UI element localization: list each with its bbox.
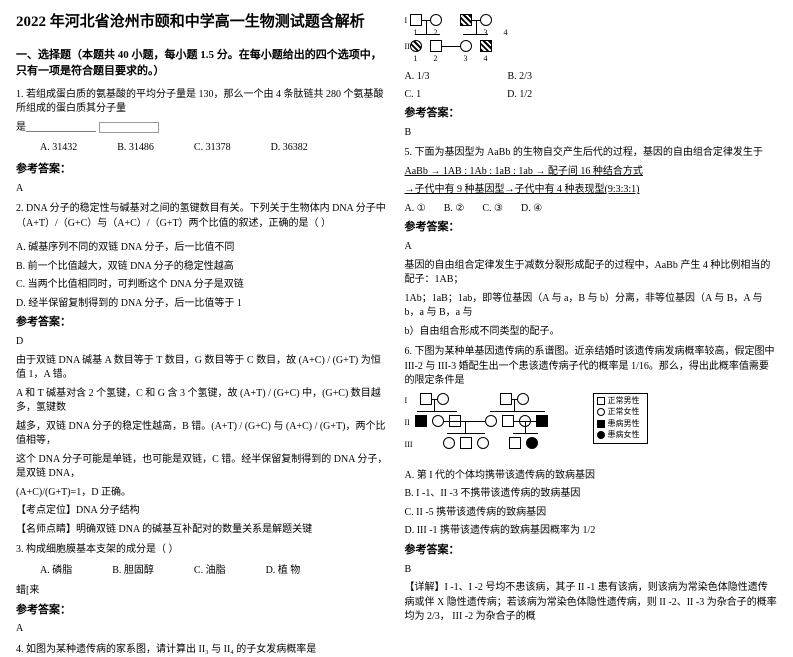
ref-6: 参考答案： (405, 543, 778, 559)
pedigree-q6: I II III (405, 393, 585, 463)
left-column: 2022 年河北省沧州市颐和中学高一生物测试题含解析 一、选择题（本题共 40 … (0, 0, 397, 561)
ref-1: 参考答案： (16, 162, 389, 178)
q5-opts: A. ① B. ② C. ③ D. ④ (405, 202, 778, 217)
exp2a: 由于双链 DNA 碱基 A 数目等于 T 数目，G 数目等于 C 数目，故 (A… (16, 354, 389, 383)
q2-c: C. 当两个比值相同时，可判断这个 DNA 分子是双链 (16, 278, 389, 293)
ref-4: 参考答案： (405, 106, 778, 122)
q3-options: A. 磷脂 B. 胆固醇 C. 油脂 D. 植 物 (40, 564, 389, 579)
ans5: A (405, 240, 778, 255)
q3-opt-c: C. 油脂 (194, 564, 226, 579)
q3-text: 3. 构成细胞膜基本支架的成分是（ ） (16, 543, 389, 558)
q6b: B. I -1、II -3 不携带该遗传病的致病基因 (405, 487, 778, 502)
pedigree-q6-wrap: I II III 正常男性 正常女性 患病男性 患病女性 (405, 393, 778, 463)
ans4: B (405, 126, 778, 141)
q3-opt-a: A. 磷脂 (40, 564, 72, 579)
q3-opt-d: D. 植 物 (266, 564, 301, 579)
doc-title: 2022 年河北省沧州市颐和中学高一生物测试题含解析 (16, 12, 389, 34)
q4-opt-c: C. 1 (405, 88, 422, 103)
section-1-head: 一、选择题（本题共 40 小题，每小题 1.5 分。在每小题给出的四个选项中，只… (16, 48, 389, 80)
ref-2: 参考答案： (16, 315, 389, 331)
q5-opt-a: A. ① (405, 202, 426, 217)
q3-tail: 蜡[来 (16, 584, 389, 599)
q6-text: 6. 下图为某种单基因遗传病的系谱图。近亲结婚时该遗传病发病概率较高，假定图中I… (405, 345, 778, 389)
q4: 4. 如图为某种遗传病的家系图，请计算出 II₃ 与 II₄ 的子女发病概率是 (16, 643, 389, 657)
q4-opt-a: A. 1/3 (405, 70, 430, 85)
q1-tail: 是______________ (16, 121, 389, 136)
q5-l1: AaBb → 1AB : 1Ab : 1aB : 1ab → 配子间 16 种结… (405, 165, 778, 180)
exp5a: 基因的自由组合定律发生于减数分裂形成配子的过程中，AaBb 产生 4 种比例相当… (405, 259, 778, 288)
q4-opt-b: B. 2/3 (508, 70, 532, 85)
exp6: 【详解】I -1、I -2 号均不患该病，其子 II -1 患有该病，则该病为常… (405, 581, 778, 625)
q4-opts2: C. 1 D. 1/2 (405, 88, 778, 103)
q1-opt-c: C. 31378 (194, 141, 231, 156)
q1-options: A. 31432 B. 31486 C. 31378 D. 36382 (40, 141, 389, 156)
right-column: I 12 34 II 12 34 A. 1/3 B. 2/3 C. 1 D. 1… (397, 0, 793, 561)
exp2f: 【考点定位】DNA 分子结构 (16, 504, 389, 519)
q2-d: D. 经半保留复制得到的 DNA 分子，后一比值等于 1 (16, 297, 389, 312)
exp2c: 越多，双链 DNA 分子的稳定性越高，B 错。(A+T) / (G+C) 与 (… (16, 420, 389, 449)
exp2g: 【名师点睛】明确双链 DNA 的碱基互补配对的数量关系是解题关键 (16, 523, 389, 538)
q5-l2: →子代中有 9 种基因型→子代中有 4 种表现型(9:3:3:1) (405, 183, 778, 198)
exp2e: (A+C)/(G+T)=1，D 正确。 (16, 486, 389, 501)
exp2b: A 和 T 碱基对含 2 个氢键，C 和 G 含 3 个氢键，故 (A+T) /… (16, 387, 389, 416)
q4-opt-d: D. 1/2 (507, 88, 532, 103)
q4-opts1: A. 1/3 B. 2/3 (405, 70, 778, 85)
leg-nm: 正常男性 (608, 396, 640, 406)
ref-3: 参考答案： (16, 603, 389, 619)
leg-af: 患病女性 (608, 430, 640, 440)
ans3: A (16, 622, 389, 637)
q1-opt-d: D. 36382 (271, 141, 308, 156)
ref-5: 参考答案： (405, 220, 778, 236)
q1-opt-a: A. 31432 (40, 141, 77, 156)
q2-b: B. 前一个比值越大，双链 DNA 分子的稳定性越高 (16, 260, 389, 275)
pedigree-q4: I 12 34 II 12 34 (405, 12, 525, 67)
exp5b: 1Ab；1aB；1ab，即等位基因（A 与 a，B 与 b）分离，非等位基因（A… (405, 292, 778, 321)
leg-am: 患病男性 (608, 419, 640, 429)
q2-a: A. 碱基序列不同的双链 DNA 分子，后一比值不同 (16, 241, 389, 256)
exp2d: 这个 DNA 分子可能是单链，也可能是双链，C 错。经半保留复制得到的 DNA … (16, 453, 389, 482)
q2-text: 2. DNA 分子的稳定性与碱基对之间的氢键数目有关。下列关于生物体内 DNA … (16, 202, 389, 231)
q6c: C. II -5 携带该遗传病的致病基因 (405, 506, 778, 521)
ans2: D (16, 335, 389, 350)
ans1: A (16, 182, 389, 197)
q5-opt-c: C. ③ (482, 202, 503, 217)
q1-text: 1. 若组成蛋白质的氨基酸的平均分子量是 130，那么一个由 4 条肽链共 28… (16, 88, 389, 117)
q3-opt-b: B. 胆固醇 (112, 564, 154, 579)
q5-opt-b: B. ② (444, 202, 465, 217)
pedigree-legend: 正常男性 正常女性 患病男性 患病女性 (593, 393, 648, 445)
exp5c: b）自由组合形成不同类型的配子。 (405, 325, 778, 340)
ans6: B (405, 563, 778, 578)
q1-opt-b: B. 31486 (117, 141, 154, 156)
q5-opt-d: D. ④ (521, 202, 542, 217)
q6d: D. III -1 携带该遗传病的致病基因概率为 1/2 (405, 524, 778, 539)
q5-text: 5. 下面为基因型为 AaBb 的生物自交产生后代的过程，基因的自由组合定律发生… (405, 146, 778, 161)
q6a: A. 第 I 代的个体均携带该遗传病的致病基因 (405, 469, 778, 484)
leg-nf: 正常女性 (608, 407, 640, 417)
